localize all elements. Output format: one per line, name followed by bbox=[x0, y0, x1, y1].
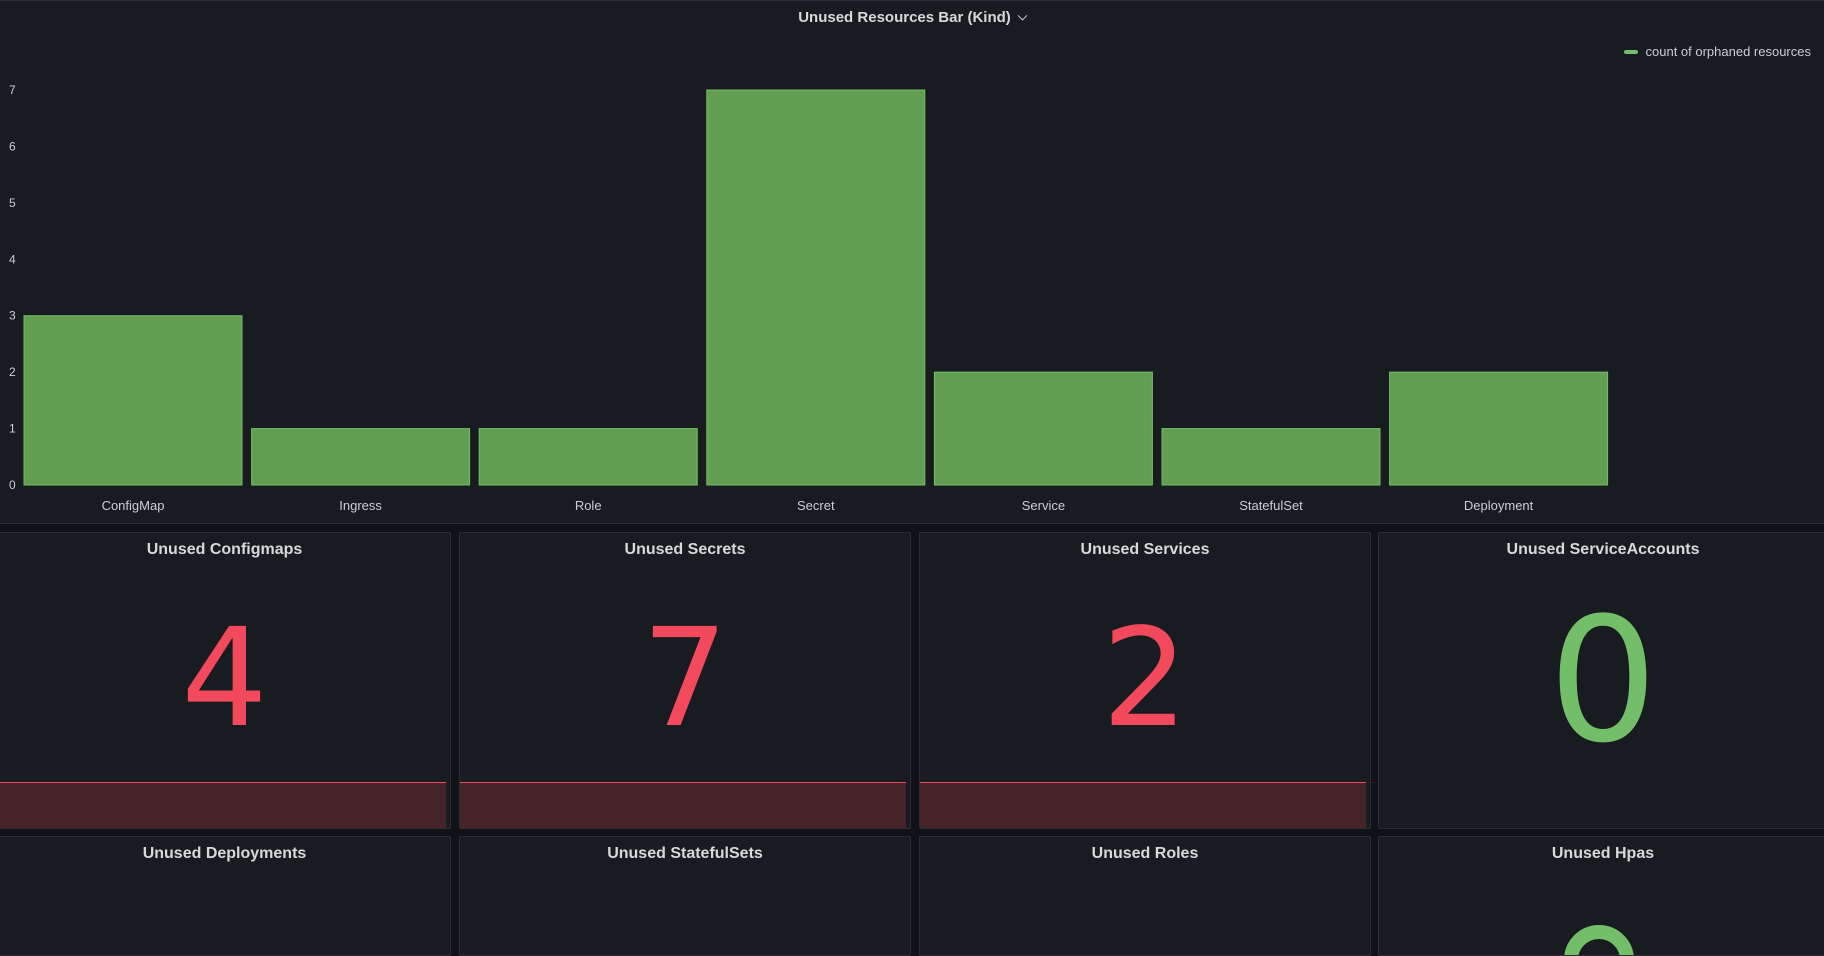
sparkline-area bbox=[460, 782, 906, 828]
stat-panel-title: Unused ServiceAccounts bbox=[1506, 541, 1700, 558]
stat-value: 2 bbox=[1101, 600, 1189, 758]
stat-panel-title: Unused Configmaps bbox=[146, 541, 303, 558]
stat-value-partial bbox=[1564, 925, 1634, 955]
stat-value: 4 bbox=[181, 600, 268, 758]
stat-panel-statefulsets[interactable]: Unused StatefulSets bbox=[459, 836, 911, 956]
x-tick-label: Deployment bbox=[1464, 498, 1534, 513]
bar-chart: 0 1 2 3 4 5 6 7 ConfigMap Ingress Role Secret Servic… bbox=[9, 83, 1609, 513]
stat-panel-roles[interactable]: Unused Roles bbox=[919, 836, 1371, 956]
y-tick-label: 4 bbox=[9, 252, 16, 266]
x-tick-label: Role bbox=[575, 498, 602, 513]
stat-panel-configmaps[interactable]: Unused Configmaps 4 bbox=[0, 532, 451, 829]
stat-panel-title: Unused Roles bbox=[1091, 845, 1199, 862]
chart-legend[interactable]: count of orphaned resources bbox=[1623, 44, 1812, 59]
y-tick-label: 2 bbox=[9, 365, 16, 379]
bar-statefulset[interactable] bbox=[1161, 428, 1381, 486]
stat-panel-hpas[interactable]: Unused Hpas bbox=[1378, 836, 1824, 956]
x-tick-label: Service bbox=[1022, 498, 1065, 513]
stat-panel-services[interactable]: Unused Services 2 bbox=[919, 532, 1371, 829]
stat-value: 0 bbox=[1548, 580, 1658, 781]
bar-secret[interactable] bbox=[706, 89, 926, 486]
stat-panel-title: Unused Services bbox=[1080, 541, 1210, 558]
y-tick-label: 7 bbox=[9, 83, 16, 97]
stat-panel-title: Unused Deployments bbox=[142, 845, 307, 862]
bar-chart-panel: Unused Resources Bar (Kind) count of orp… bbox=[0, 0, 1824, 524]
sparkline-area bbox=[920, 782, 1366, 828]
bar-ingress[interactable] bbox=[251, 428, 471, 486]
y-tick-label: 0 bbox=[9, 478, 16, 492]
x-tick-label: StatefulSet bbox=[1239, 498, 1303, 513]
stat-panel-title: Unused Secrets bbox=[624, 541, 746, 558]
bar-panel-title: Unused Resources Bar (Kind) bbox=[798, 9, 1011, 26]
stat-panel-deployments[interactable]: Unused Deployments bbox=[0, 836, 451, 956]
stat-panel-title: Unused Hpas bbox=[1551, 845, 1655, 862]
panel-title-menu[interactable]: Unused Resources Bar (Kind) bbox=[0, 9, 1824, 26]
stat-panel-title: Unused StatefulSets bbox=[607, 845, 763, 862]
stat-panel-secrets[interactable]: Unused Secrets 7 bbox=[459, 532, 911, 829]
y-tick-label: 5 bbox=[9, 196, 16, 210]
bar-service[interactable] bbox=[933, 371, 1153, 486]
sparkline-area bbox=[0, 782, 446, 828]
y-tick-label: 3 bbox=[9, 309, 16, 323]
legend-swatch bbox=[1623, 49, 1638, 54]
y-tick-label: 1 bbox=[9, 422, 16, 436]
stat-value: 7 bbox=[641, 600, 729, 758]
bar-role[interactable] bbox=[478, 428, 698, 486]
x-tick-label: ConfigMap bbox=[102, 498, 165, 513]
bar-deployment[interactable] bbox=[1389, 371, 1609, 486]
x-tick-label: Ingress bbox=[339, 498, 382, 513]
bar-configmap[interactable] bbox=[23, 315, 243, 486]
x-tick-label: Secret bbox=[797, 498, 835, 513]
legend-label: count of orphaned resources bbox=[1645, 44, 1812, 59]
y-tick-label: 6 bbox=[9, 139, 16, 153]
stat-panel-serviceaccounts[interactable]: Unused ServiceAccounts 0 bbox=[1378, 532, 1824, 829]
